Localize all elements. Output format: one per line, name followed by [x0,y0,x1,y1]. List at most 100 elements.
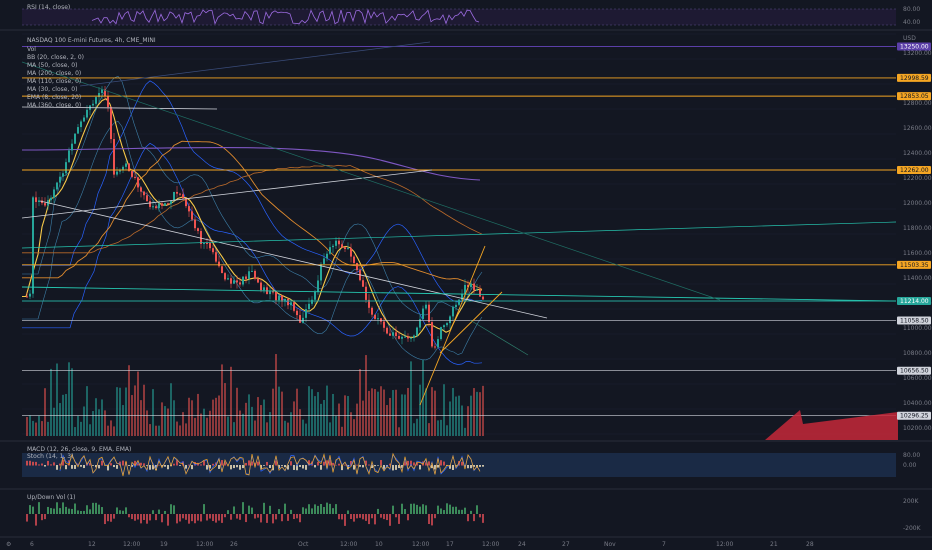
candle-body [35,197,37,202]
volume-bar [323,399,325,436]
price-axis-label: 11000.00 [903,325,932,332]
price-tag: 10296.25 [900,413,929,420]
time-axis-label: 12:00 [123,541,140,548]
updown-bar [308,504,310,514]
volume-bar [428,423,430,436]
macd-bar [239,465,241,470]
candle-body [443,325,445,328]
candle-body [170,200,172,204]
candle-body [386,327,388,334]
candle-body [476,289,478,291]
volume-bar [206,417,208,436]
volume-bar [290,412,292,436]
volume-bar [446,425,448,436]
time-axis-label: 28 [806,541,814,548]
time-axis[interactable]: 6 12 12:00 19 12:00 26 Oct 12:00 10 12:00 17 12:00 2… [30,541,814,548]
macd-bar [224,462,226,466]
updown-bar [356,514,358,519]
volume-bar [29,415,31,436]
candle-body [50,197,52,201]
candle-body [431,322,433,347]
volume-bar [245,402,247,436]
volume-bar [356,403,358,436]
volume-bar [92,411,94,436]
volume-bar [47,421,49,436]
candle-body [257,278,259,283]
macd-bar [257,461,259,466]
updown-bar [149,514,151,521]
macd-bar [332,462,334,466]
volume-bar [332,393,334,436]
candle-body [290,302,292,306]
updown-bar [191,514,193,522]
main-pane[interactable]: NASDAQ 100 E-mini Futures, 4h, CME_MINI … [21,35,932,440]
volume-bar [77,415,79,436]
candle-body [320,263,322,281]
updown-bar [134,514,136,521]
bb-band [22,120,483,361]
macd-bar [254,462,256,466]
updown-bar [326,502,328,514]
macd-pane[interactable]: MACD (12, 26, close, 9, EMA, EMA) Stoch … [22,446,920,477]
updown-bar [188,514,190,524]
updown-bar [302,507,304,514]
updown-bar [350,514,352,520]
macd-bar [413,462,415,466]
updown-bar [338,514,340,520]
macd-bar [212,463,214,466]
updown-bar [425,505,427,514]
updown-bar [152,510,154,514]
price-tag: 12853.05 [900,93,929,100]
updown-bar [230,514,232,520]
volume-bar [296,388,298,436]
macd-bar [278,465,280,469]
updown-bar [56,502,58,514]
macd-bar [329,460,331,466]
volume-bar [269,412,271,436]
volume-bar [443,384,445,436]
updown-bar [404,509,406,514]
volume-bar [53,407,55,436]
macd-bar [392,465,394,471]
red-arrow-drawing[interactable] [765,410,898,440]
macd-bar [194,462,196,466]
volume-bar [299,409,301,436]
macd-bar [179,465,181,466]
volume-bar [329,422,331,436]
updown-bar [443,510,445,514]
volume-bar [386,405,388,436]
volume-bar [392,390,394,436]
updown-bar [92,502,94,514]
updown-bar [452,506,454,514]
candle-body [482,296,484,300]
macd-bar [374,465,376,467]
updown-bar [41,514,43,521]
volume-bar [464,427,466,436]
candle-body [113,139,115,175]
settings-icon[interactable]: ⚙ [6,541,11,548]
price-tag-bg [897,73,931,82]
volume-bar [149,424,151,436]
updown-bar [113,514,115,519]
macd-bar [470,465,472,469]
volume-bar [74,427,76,436]
updown-bar [449,504,451,514]
price-tag: 10656.50 [900,368,929,375]
updown-bar [131,514,133,520]
volume-bar [317,392,319,436]
volume-bar [419,384,421,436]
rsi-pane[interactable]: RSI (14, close) 80.00 40.00 [22,4,920,26]
volume-bar [194,417,196,436]
candle-body [467,284,469,288]
updown-bar [257,514,259,518]
macd-bar [482,465,484,467]
price-tag-bg [897,411,931,420]
updown-vol-pane[interactable]: Up/Down Vol (1) 200K -200K [26,494,922,532]
volume-bar [401,394,403,436]
macd-bar [236,465,238,468]
macd-bar [353,465,355,470]
volume-bar [248,394,250,436]
rsi-title: RSI (14, close) [27,4,70,11]
volume-bar [353,419,355,436]
